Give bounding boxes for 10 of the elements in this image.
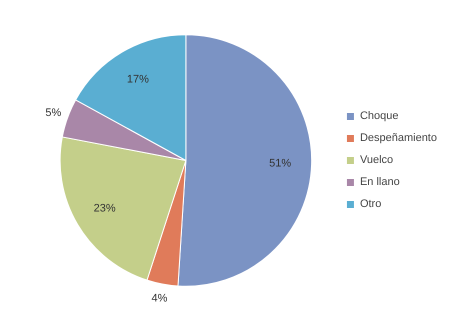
data-label: 4% (152, 292, 168, 305)
data-label: 5% (45, 106, 62, 119)
data-label: 23% (94, 202, 116, 214)
data-label: 51% (269, 157, 292, 170)
data-label: 17% (126, 73, 150, 86)
legend-label: Despeñamiento (360, 132, 437, 144)
legend-label: Vuelco (360, 154, 394, 166)
legend-label: Otro (360, 198, 382, 210)
legend-label: Choque (360, 110, 398, 122)
legend-label: En llano (360, 176, 400, 188)
